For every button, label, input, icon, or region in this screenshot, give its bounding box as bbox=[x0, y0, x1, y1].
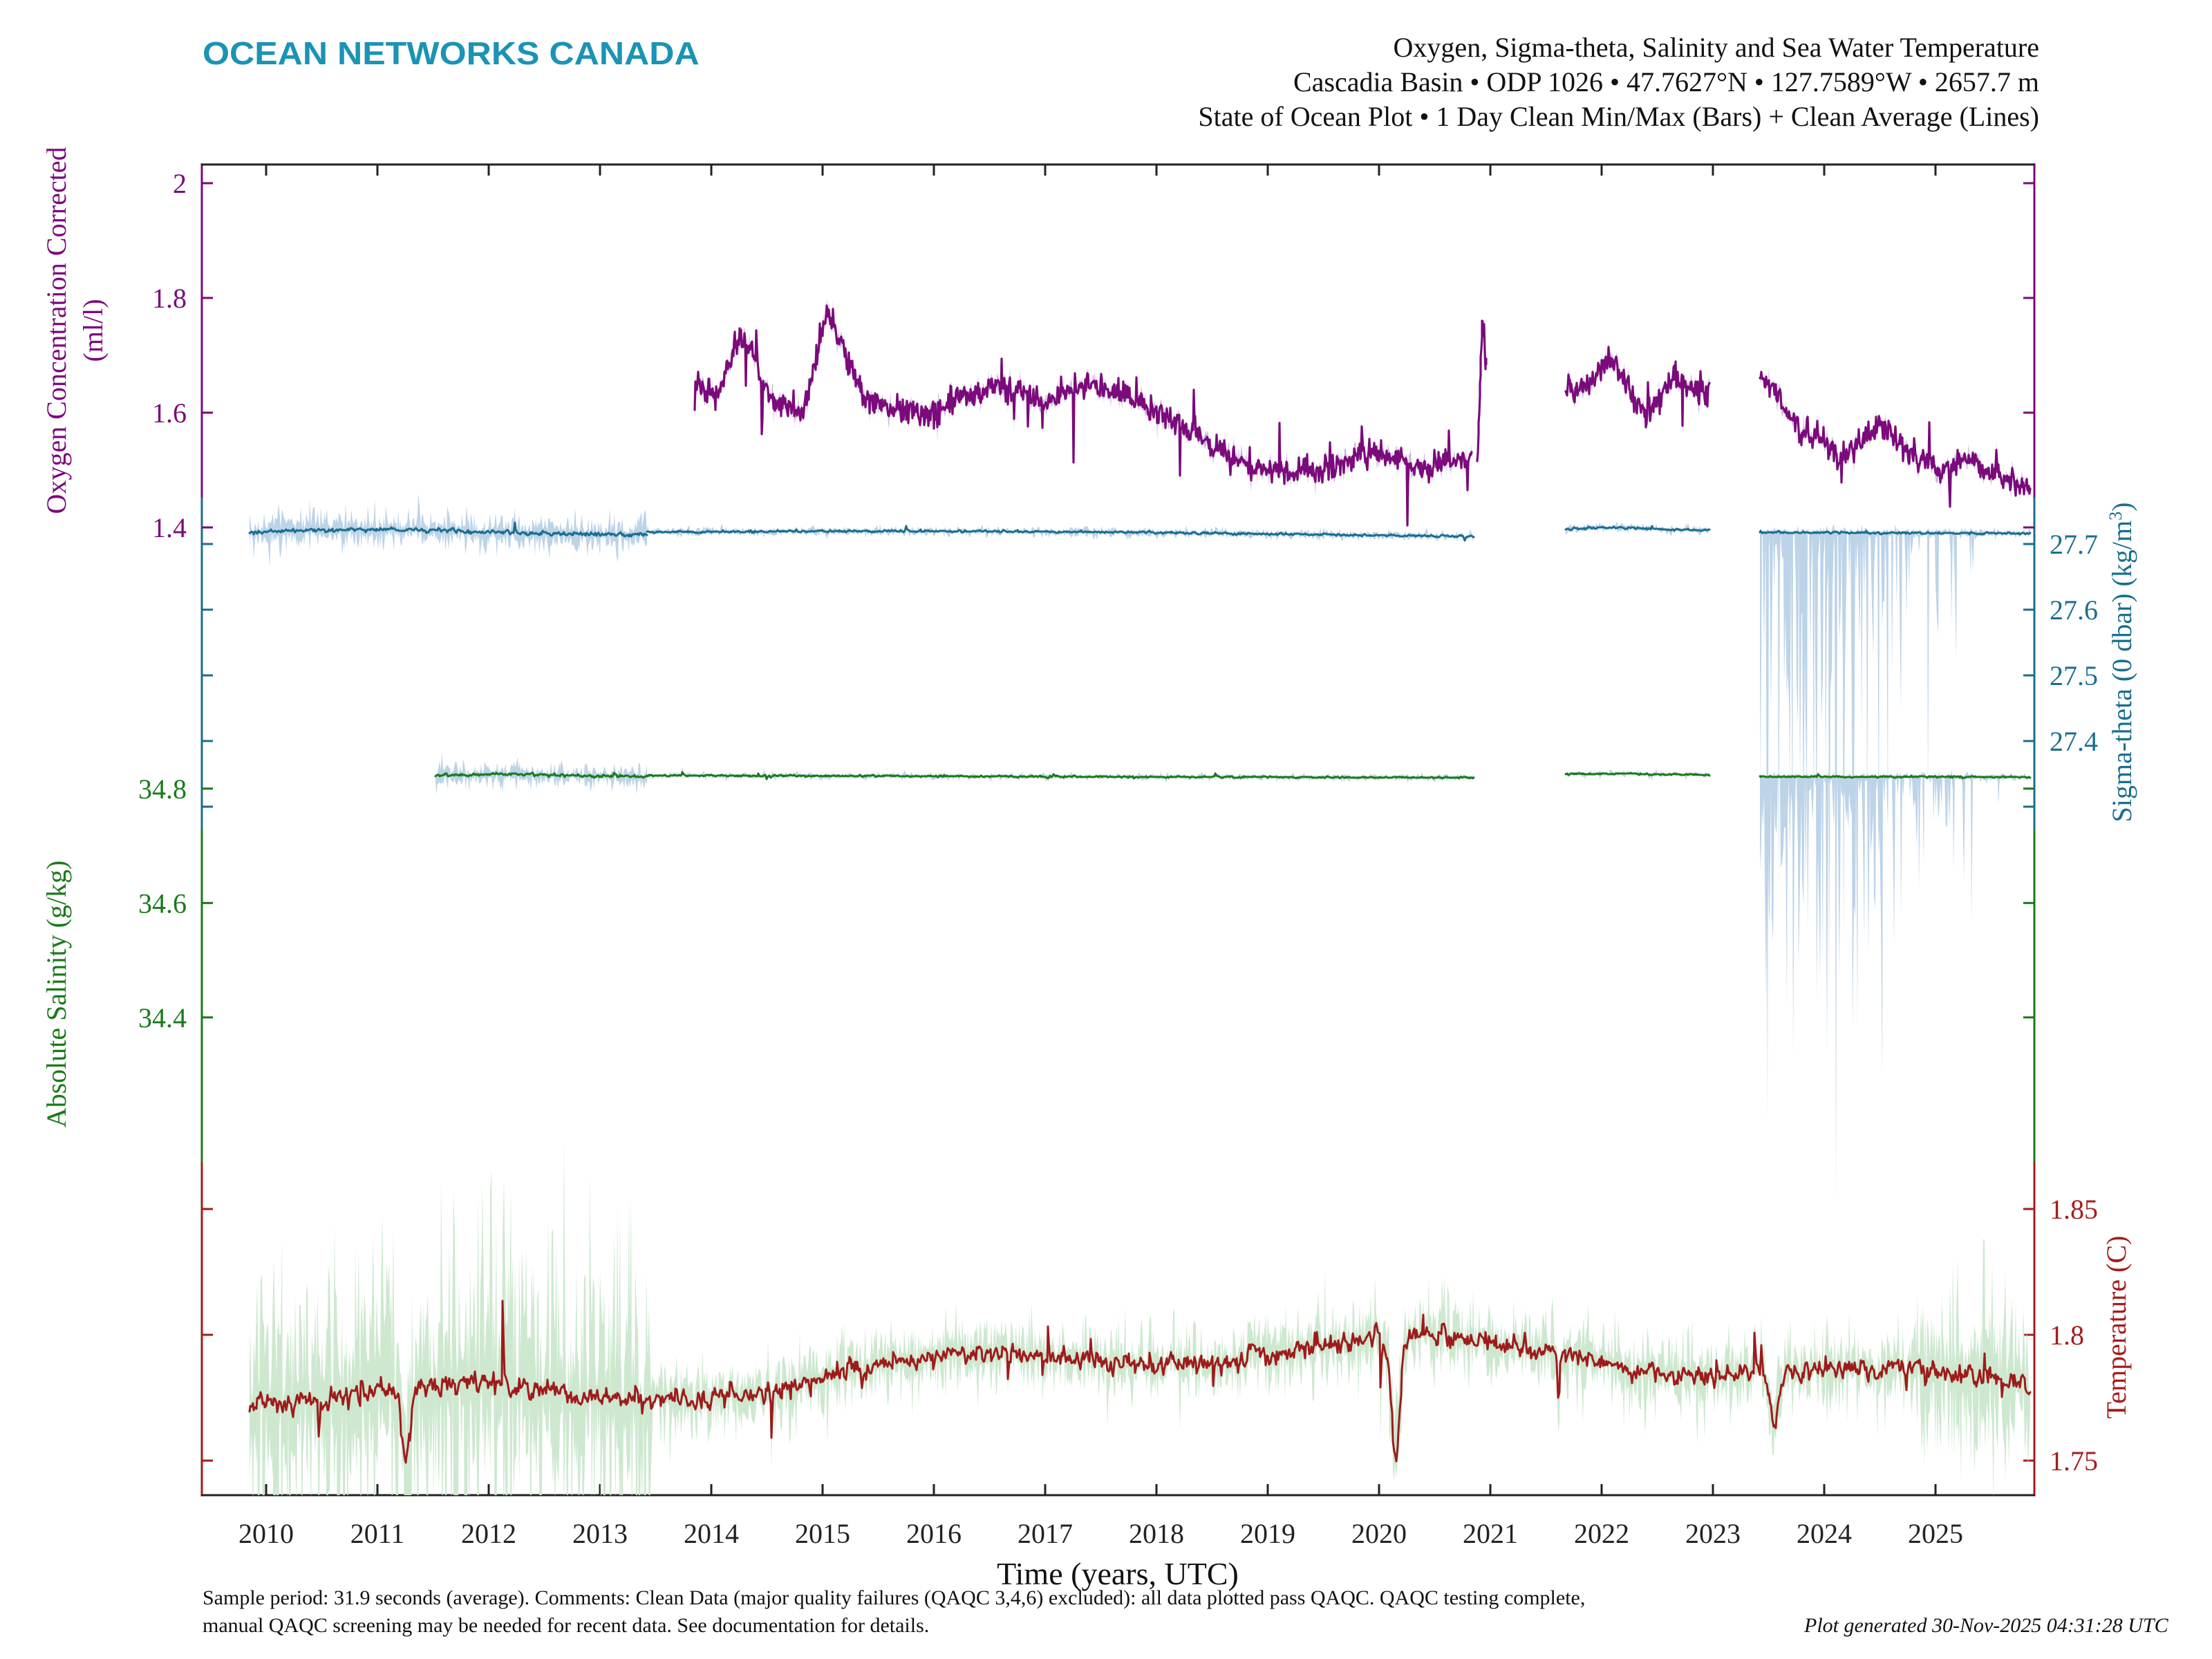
svg-text:27.5: 27.5 bbox=[2050, 660, 2098, 691]
svg-text:2018: 2018 bbox=[1129, 1518, 1184, 1549]
svg-text:1.85: 1.85 bbox=[2050, 1194, 2098, 1225]
svg-text:2024: 2024 bbox=[1797, 1518, 1852, 1549]
svg-text:2015: 2015 bbox=[795, 1518, 850, 1549]
svg-text:Temperature (C): Temperature (C) bbox=[2101, 1236, 2132, 1419]
svg-text:2011: 2011 bbox=[350, 1518, 405, 1549]
svg-text:2: 2 bbox=[173, 168, 187, 199]
svg-text:Sigma-theta (0 dbar) (kg/m3): Sigma-theta (0 dbar) (kg/m3) bbox=[2106, 503, 2137, 823]
svg-text:34.4: 34.4 bbox=[138, 1002, 187, 1033]
svg-text:1.8: 1.8 bbox=[2050, 1320, 2084, 1351]
svg-text:27.6: 27.6 bbox=[2050, 594, 2098, 626]
svg-text:2010: 2010 bbox=[238, 1518, 294, 1549]
svg-text:2021: 2021 bbox=[1463, 1518, 1518, 1549]
svg-text:2013: 2013 bbox=[572, 1518, 628, 1549]
svg-text:2025: 2025 bbox=[1908, 1518, 1963, 1549]
svg-text:1.8: 1.8 bbox=[152, 283, 187, 314]
svg-text:2017: 2017 bbox=[1018, 1518, 1073, 1549]
svg-text:27.4: 27.4 bbox=[2050, 726, 2098, 757]
svg-text:2023: 2023 bbox=[1685, 1518, 1741, 1549]
svg-text:(ml/l): (ml/l) bbox=[77, 299, 109, 362]
svg-text:1.4: 1.4 bbox=[152, 512, 187, 543]
svg-text:2020: 2020 bbox=[1351, 1518, 1407, 1549]
svg-text:27.7: 27.7 bbox=[2050, 529, 2098, 560]
svg-text:2012: 2012 bbox=[461, 1518, 516, 1549]
svg-text:2016: 2016 bbox=[906, 1518, 962, 1549]
svg-text:34.6: 34.6 bbox=[138, 888, 187, 919]
svg-text:2022: 2022 bbox=[1574, 1518, 1629, 1549]
svg-text:1.75: 1.75 bbox=[2050, 1445, 2098, 1477]
svg-text:2019: 2019 bbox=[1240, 1518, 1295, 1549]
svg-text:2014: 2014 bbox=[684, 1518, 739, 1549]
svg-text:34.8: 34.8 bbox=[138, 774, 187, 805]
svg-text:Absolute Salinity (g/kg): Absolute Salinity (g/kg) bbox=[41, 861, 72, 1128]
svg-text:Oxygen Concentration Corrected: Oxygen Concentration Corrected bbox=[41, 147, 72, 514]
svg-text:1.6: 1.6 bbox=[152, 397, 187, 429]
